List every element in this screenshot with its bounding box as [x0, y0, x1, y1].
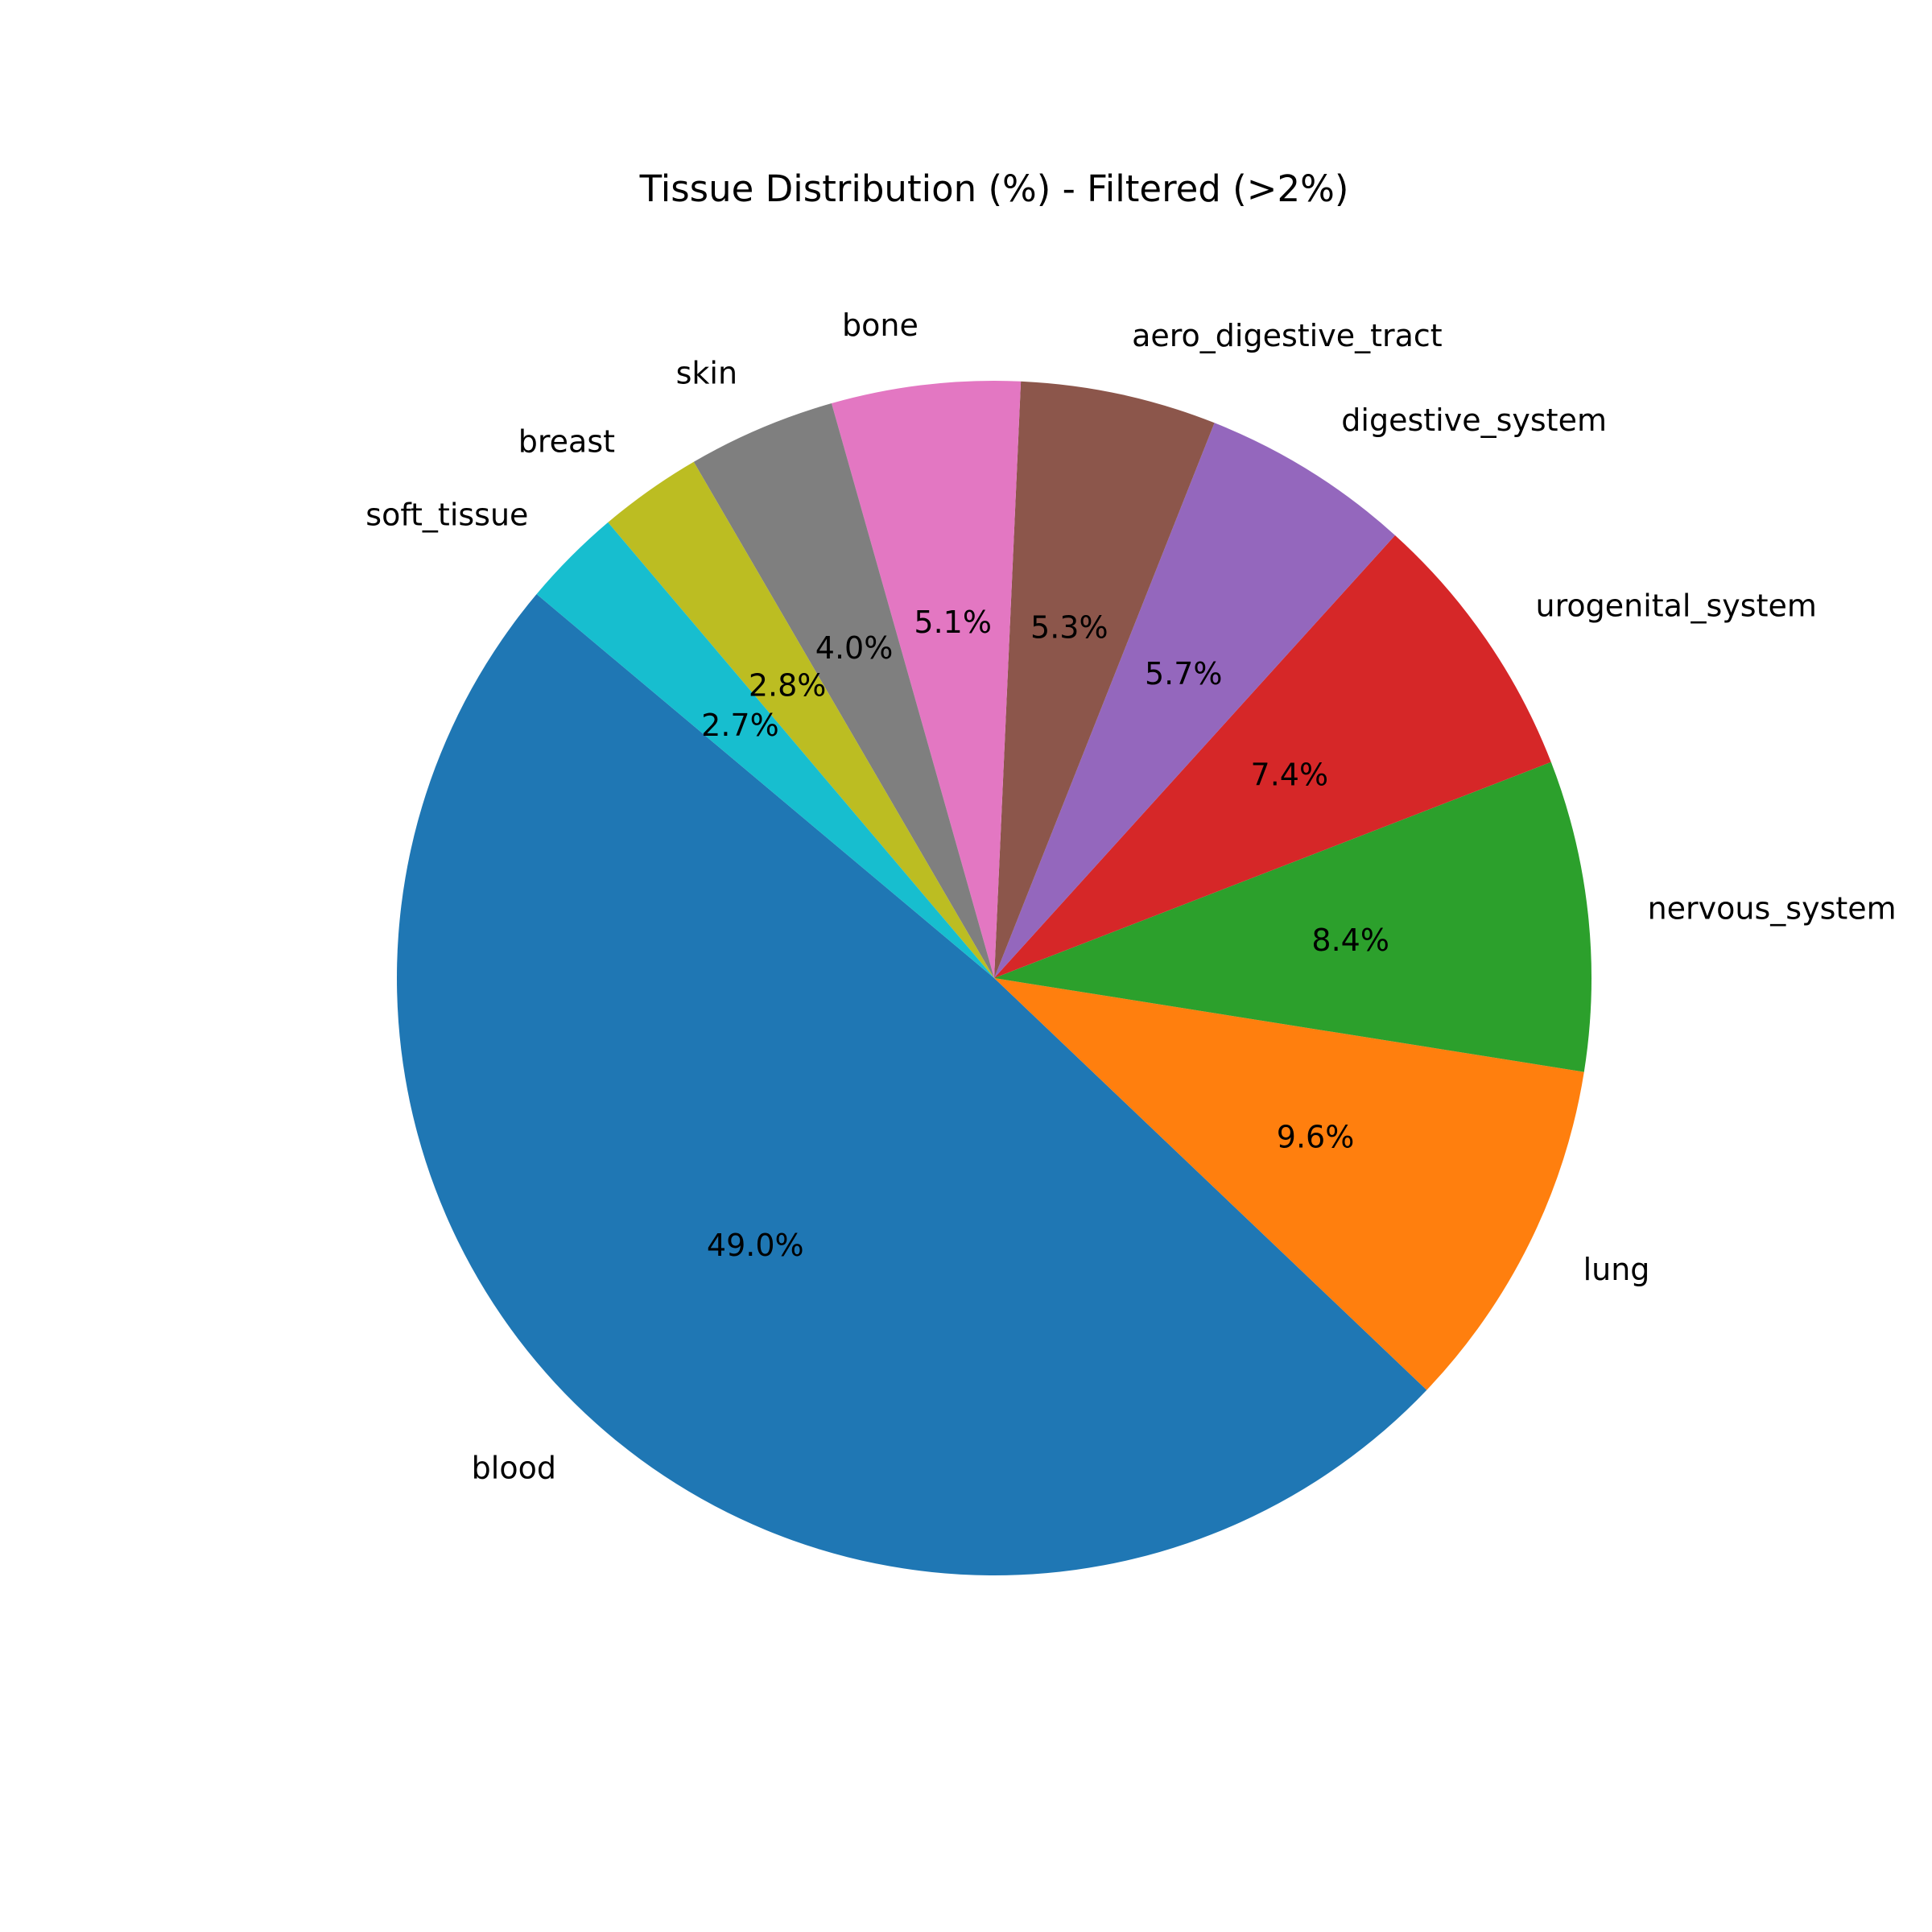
slice-label-lung: lung [1583, 1252, 1650, 1287]
slice-label-nervous-system: nervous_system [1648, 891, 1897, 927]
pie-slice-breast [608, 461, 994, 978]
pie-labels: blood 49.0% lung 9.6% nervous_system 8.4% urog… [365, 308, 1896, 1485]
slice-percent-soft-tissue: 2.7% [701, 708, 779, 743]
pie-slice-aero-digestive-tract [994, 381, 1215, 979]
slice-label-digestive-system: digestive_system [1341, 402, 1607, 438]
pie-slice-skin [693, 403, 994, 978]
slice-label-blood: blood [472, 1450, 556, 1485]
pie-slices [397, 380, 1591, 1575]
slice-percent-urogenital-system: 7.4% [1251, 758, 1329, 793]
slice-label-urogenital-system: urogenital_system [1535, 588, 1816, 623]
slice-label-breast: breast [518, 423, 615, 459]
slice-percent-nervous-system: 8.4% [1311, 923, 1389, 958]
pie-slice-soft-tissue [536, 522, 994, 978]
slice-percent-skin: 4.0% [815, 630, 894, 666]
slice-percent-lung: 9.6% [1277, 1119, 1355, 1154]
pie-slice-urogenital-system [994, 535, 1551, 978]
slice-percent-digestive-system: 5.7% [1145, 656, 1223, 691]
pie-slice-lung [994, 978, 1584, 1390]
slice-label-soft-tissue: soft_tissue [365, 497, 528, 532]
slice-label-aero-digestive-tract: aero_digestive_tract [1132, 318, 1443, 353]
slice-percent-blood: 49.0% [707, 1228, 804, 1263]
slice-label-bone: bone [842, 308, 919, 343]
pie-slice-bone [831, 380, 1022, 978]
pie-slice-blood [397, 594, 1427, 1575]
chart-title: Tissue Distribution (%) - Filtered (>2%) [639, 167, 1349, 210]
pie-slice-nervous-system [994, 762, 1591, 1072]
slice-label-skin: skin [676, 356, 737, 391]
slice-percent-breast: 2.8% [749, 667, 827, 703]
pie-slice-digestive-system [994, 423, 1396, 978]
slice-percent-bone: 5.1% [914, 605, 992, 640]
slice-percent-aero-digestive-tract: 5.3% [1030, 610, 1108, 646]
